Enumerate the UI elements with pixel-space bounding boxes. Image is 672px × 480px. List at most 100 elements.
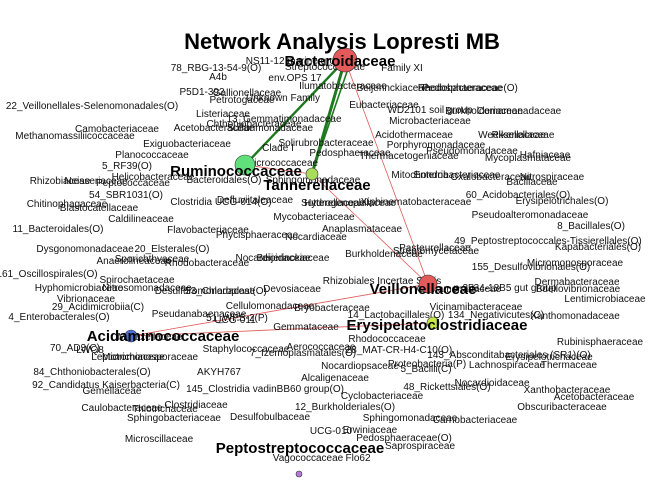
taxon-label: Acidothermaceae: [375, 130, 453, 141]
taxon-label: Rubinisphaeraceae: [557, 337, 644, 348]
taxon-label: WD2101 soil group: [387, 105, 472, 116]
taxon-label: 161_Oscillospirales(O): [0, 269, 98, 280]
taxon-label: Planococcaceae: [115, 150, 189, 161]
taxon-label: Desulfobulbaceae: [230, 412, 310, 423]
taxon-label: 12_Burkholderiales(O): [295, 402, 395, 413]
taxon-label: Blastocatellaceae: [60, 203, 139, 214]
taxon-label: Chthoniobacteraceae: [206, 119, 302, 130]
taxon-label: Peptococcaceae: [96, 178, 170, 189]
taxon-label: Neisseriaceae: [64, 176, 128, 187]
taxon-label: Cellulomonadaceae: [226, 301, 315, 312]
taxon-label: 49_Peptostreptococcales-Tissierellales(O…: [454, 236, 642, 247]
taxon-label: 54_SBR1031(O): [89, 190, 163, 201]
taxon-label: 53_Chloroplast(O): [185, 286, 267, 297]
tannerellaceae-node: [305, 167, 319, 181]
bacteroidaceae-node: [332, 47, 358, 73]
taxon-label: Sutterellaceae: [301, 198, 365, 209]
taxon-label: Nitrosomonadaceae: [102, 283, 192, 294]
taxon-label: Erysipelotrichaceae: [505, 352, 593, 363]
taxon-label: Sporichthyaceae: [115, 254, 190, 265]
taxon-label: Xiphinematobacteraceae: [361, 197, 472, 208]
ruminococcaceae-label: Ruminococcaceae: [170, 163, 302, 180]
network-edge: [130, 283, 429, 337]
taxon-label: Eubacteriaceae: [349, 100, 419, 111]
taxon-label: Vicinamibacteraceae: [430, 302, 523, 313]
taxon-label: P5D1-392: [179, 87, 224, 98]
taxon-label: 22_Veillonellales-Selenomonadales(O): [6, 101, 178, 112]
major-node-layer: Bacteroidaceae RuminococcaceaeTannerellac…: [87, 47, 527, 478]
taxon-label: 11_Bacteroidales(O): [13, 224, 104, 235]
tannerellaceae-label: Tannerellaceae: [263, 177, 370, 194]
taxon-label: Clostridia UCG-014(O): [170, 197, 271, 208]
network-edge: [311, 173, 429, 285]
taxon-label: Anaplasmataceae: [322, 224, 402, 235]
taxon-label: Micromonosporaceae: [527, 258, 624, 269]
taxon-label: Pedosphaeraceae: [309, 148, 391, 159]
veillonellaceae-label: Veillonellaceae: [370, 281, 477, 298]
network-edge: [130, 322, 434, 337]
taxon-label: Spirochaetaceae: [99, 275, 174, 286]
taxon-label: Nocardiopsaceae: [321, 361, 399, 372]
taxon-label: 134_Negativicutes(C): [448, 310, 544, 321]
taxon-label: Clostridiaceae: [164, 400, 228, 411]
taxon-label: Nitrospiraceae: [520, 172, 585, 183]
taxon-label: Weeksellaceae: [478, 130, 546, 141]
taxon-label: Rikenellaceae: [492, 130, 555, 141]
taxon-label: 7_Izemoplasmatales(O): [250, 348, 356, 359]
taxon-label: Hydrogenophilaceae: [304, 198, 396, 209]
taxon-label: 92_Candidatus Kaiserbacteria(C): [32, 380, 180, 391]
taxon-label: Sphingobacteriaceae: [127, 413, 221, 424]
taxon-label: Cyclobacteriaceae: [341, 391, 424, 402]
taxon-label: Beijerinckiaceae: [357, 83, 430, 94]
taxon-label: Helicobacteraceae: [112, 172, 195, 183]
taxon-label: Gallionellaceae: [213, 88, 282, 99]
taxon-label: Obscuribacteraceae: [517, 402, 607, 413]
taxon-label: Sphingomonadaceae: [363, 413, 458, 424]
taxon-label: Mitochondria: [391, 170, 449, 181]
taxon-label: Aerococcaceae: [287, 342, 356, 353]
taxon-label: Streptomycetaceae: [393, 246, 480, 257]
taxon-label: Beijerinckiaceae: [257, 253, 330, 264]
taxon-label: Mycoplasmataceae: [485, 153, 572, 164]
taxon-label: Moraxellaceae: [117, 332, 182, 343]
taxon-label: 70_AD3(C): [50, 343, 100, 354]
taxon-label: Thiotrichaceae: [132, 404, 198, 415]
taxon-label: 4_Enterobacterales(O): [8, 312, 109, 323]
taxon-label: Clade I: [262, 143, 294, 154]
taxon-label: Pedosphaeraceae(O): [422, 83, 518, 94]
taxon-label: 13_Gemmatimonadaceae: [226, 114, 342, 125]
taxon-label: Pseudoalteromonadaceae: [472, 210, 589, 221]
taxon-label: 8_Bacillales(O): [557, 221, 625, 232]
taxon-label: Micromonosporaceae: [102, 352, 199, 363]
taxon-label: 60_Acidobacteriales(O): [466, 190, 571, 201]
taxon-label: Xanthomonadaceae: [530, 311, 620, 322]
ruminococcaceae-node: [234, 154, 256, 176]
network-edge: [244, 59, 346, 166]
taxon-label: Bacteroidales(O): [186, 175, 261, 186]
taxon-label: Saprospiraceae: [385, 441, 455, 452]
taxon-label: Kapabacteriales(O): [555, 242, 641, 253]
taxon-label: Carnobacteriaceae: [433, 415, 518, 426]
taxon-label: Comamonadaceae: [417, 284, 502, 295]
taxon-label: Dysgonomonadaceae: [36, 244, 134, 255]
taxon-label: Microscillaceae: [125, 434, 194, 445]
taxon-label: Proteobacteria(P): [388, 359, 466, 370]
taxon-label: Leptotrichiaceae: [91, 352, 165, 363]
taxon-label: Oxalobacteraceae: [450, 172, 532, 183]
peptostreptococcaceae-node: [295, 470, 303, 478]
acidaminococcaceae-label: Acidaminococcaceae: [87, 328, 240, 345]
taxon-label: UCG-011: [214, 315, 256, 326]
taxon-label: Chitinophagaceae: [27, 199, 108, 210]
taxon-label: p-2534-18B5 gut group: [454, 283, 557, 294]
network-edge: [311, 59, 352, 175]
taxon-label: Acetobacteraceae: [174, 123, 255, 134]
taxon-label: 20_Elsterales(O): [134, 244, 209, 255]
taxon-label: Mycobacteriaceae: [273, 212, 355, 223]
taxon-label: Microbacteriaceae: [389, 116, 471, 127]
taxon-label: Erwiniaceae: [343, 425, 398, 436]
edge-layer: [130, 59, 434, 337]
taxon-label: Camobacteriaceae: [75, 124, 159, 135]
taxon-label: 78_RBG-13-54-9(O): [171, 63, 262, 74]
